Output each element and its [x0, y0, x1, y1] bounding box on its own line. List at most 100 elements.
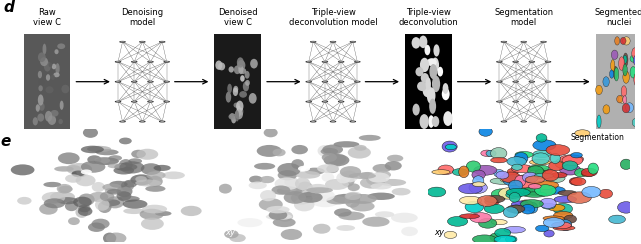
Ellipse shape — [108, 163, 126, 168]
Ellipse shape — [38, 52, 46, 62]
Ellipse shape — [613, 66, 617, 79]
Ellipse shape — [72, 171, 85, 176]
Circle shape — [354, 81, 360, 82]
Ellipse shape — [623, 96, 627, 104]
Ellipse shape — [281, 229, 302, 240]
Ellipse shape — [535, 173, 554, 178]
Ellipse shape — [529, 159, 551, 165]
Ellipse shape — [540, 186, 552, 195]
Ellipse shape — [444, 231, 457, 238]
Ellipse shape — [535, 169, 553, 174]
Ellipse shape — [345, 194, 360, 208]
Circle shape — [338, 61, 344, 62]
Ellipse shape — [298, 192, 322, 203]
Ellipse shape — [123, 208, 145, 214]
Ellipse shape — [60, 101, 63, 110]
Circle shape — [322, 81, 328, 82]
Ellipse shape — [78, 205, 90, 212]
Ellipse shape — [106, 233, 126, 244]
Ellipse shape — [110, 181, 128, 188]
Ellipse shape — [351, 201, 374, 212]
Ellipse shape — [544, 218, 564, 228]
Ellipse shape — [306, 187, 333, 193]
Ellipse shape — [419, 114, 429, 129]
Ellipse shape — [237, 60, 246, 70]
Ellipse shape — [250, 59, 258, 69]
Ellipse shape — [347, 183, 360, 191]
Circle shape — [520, 121, 527, 122]
Ellipse shape — [512, 164, 522, 170]
Ellipse shape — [249, 176, 262, 183]
Ellipse shape — [333, 141, 360, 148]
Ellipse shape — [94, 157, 110, 164]
Ellipse shape — [294, 190, 317, 197]
Ellipse shape — [337, 172, 351, 183]
Ellipse shape — [46, 74, 50, 81]
Ellipse shape — [620, 159, 632, 170]
Ellipse shape — [554, 212, 573, 219]
Ellipse shape — [540, 198, 556, 208]
Ellipse shape — [634, 72, 640, 86]
Ellipse shape — [372, 164, 391, 173]
Ellipse shape — [228, 84, 232, 93]
Ellipse shape — [94, 157, 119, 165]
Ellipse shape — [68, 217, 79, 225]
Ellipse shape — [54, 49, 58, 54]
Ellipse shape — [95, 199, 110, 211]
Ellipse shape — [546, 145, 570, 155]
Text: Two-step DL: Two-step DL — [297, 133, 344, 142]
Ellipse shape — [98, 201, 112, 213]
Ellipse shape — [562, 155, 583, 165]
Ellipse shape — [254, 163, 275, 170]
FancyBboxPatch shape — [214, 34, 261, 129]
Ellipse shape — [92, 182, 105, 192]
Ellipse shape — [485, 198, 499, 205]
Circle shape — [545, 61, 551, 62]
Ellipse shape — [277, 186, 302, 195]
Ellipse shape — [230, 113, 234, 118]
Ellipse shape — [420, 73, 429, 83]
Ellipse shape — [603, 77, 610, 87]
Ellipse shape — [240, 75, 245, 82]
Ellipse shape — [122, 200, 147, 209]
Ellipse shape — [58, 186, 73, 193]
Ellipse shape — [470, 213, 492, 223]
FancyBboxPatch shape — [405, 34, 452, 129]
Ellipse shape — [458, 183, 482, 194]
Circle shape — [330, 121, 336, 122]
Ellipse shape — [245, 71, 249, 79]
Ellipse shape — [96, 149, 119, 155]
Ellipse shape — [38, 80, 44, 85]
Ellipse shape — [117, 185, 133, 197]
FancyBboxPatch shape — [24, 34, 71, 129]
Circle shape — [163, 101, 170, 102]
Ellipse shape — [495, 228, 511, 237]
Ellipse shape — [332, 194, 360, 203]
Ellipse shape — [100, 192, 114, 201]
Ellipse shape — [533, 140, 556, 151]
Ellipse shape — [269, 210, 287, 220]
Ellipse shape — [532, 153, 549, 164]
Ellipse shape — [525, 189, 542, 195]
Ellipse shape — [128, 158, 142, 164]
Ellipse shape — [348, 146, 371, 159]
Ellipse shape — [379, 179, 406, 186]
Ellipse shape — [515, 175, 526, 187]
Circle shape — [497, 101, 503, 102]
Ellipse shape — [623, 64, 628, 76]
Ellipse shape — [57, 197, 78, 204]
Ellipse shape — [33, 117, 38, 125]
Ellipse shape — [552, 222, 571, 229]
Ellipse shape — [442, 141, 457, 152]
Ellipse shape — [548, 204, 565, 211]
Ellipse shape — [39, 203, 58, 215]
Ellipse shape — [427, 87, 435, 104]
Ellipse shape — [354, 145, 367, 151]
Ellipse shape — [49, 62, 53, 67]
Ellipse shape — [472, 235, 497, 244]
Ellipse shape — [520, 200, 544, 208]
Ellipse shape — [140, 209, 164, 220]
Ellipse shape — [474, 165, 497, 175]
Ellipse shape — [101, 199, 121, 206]
Ellipse shape — [496, 171, 509, 179]
